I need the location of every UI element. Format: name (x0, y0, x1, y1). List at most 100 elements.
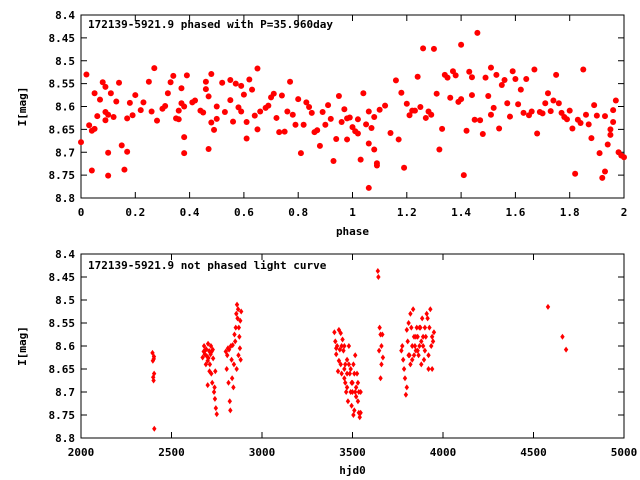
unphased-light-curve-panel: 8.4 8.45 8.5 8.55 8.6 8.65 8.7 8.75 8.8 2000 2500… (16, 248, 637, 477)
data-point (333, 338, 338, 345)
data-point (422, 347, 428, 354)
data-point (227, 97, 234, 104)
data-point (414, 324, 419, 331)
data-point (91, 125, 98, 132)
data-point (596, 150, 603, 157)
data-point (152, 425, 157, 432)
data-point (417, 324, 422, 331)
data-point (164, 90, 171, 97)
data-point (254, 126, 261, 133)
data-point (339, 343, 344, 349)
data-point (209, 348, 214, 355)
data-point (344, 136, 351, 143)
data-point (335, 368, 341, 375)
x-tick-label: 1.6 (505, 206, 525, 219)
data-point (501, 76, 508, 83)
data-point (213, 368, 218, 375)
data-point (429, 366, 435, 372)
data-point (226, 346, 232, 353)
data-point (151, 65, 158, 72)
data-point (398, 89, 405, 96)
data-point (231, 361, 237, 368)
data-point (466, 68, 473, 75)
data-point (591, 102, 598, 109)
data-point (420, 343, 426, 349)
data-point (601, 168, 608, 175)
data-point (137, 107, 144, 114)
data-point (319, 108, 326, 115)
data-point (399, 347, 404, 354)
data-point (400, 356, 406, 363)
data-point (458, 96, 465, 103)
data-point (553, 71, 560, 78)
data-point (107, 90, 114, 97)
data-point (212, 384, 217, 391)
y-tick-label: 8.4 (55, 9, 75, 22)
data-point (284, 108, 291, 115)
x-tick-label: 3000 (249, 446, 276, 459)
data-point (238, 82, 245, 89)
data-point (231, 384, 236, 391)
data-point (342, 366, 347, 372)
data-point (452, 72, 459, 79)
data-point (411, 107, 418, 114)
data-point (230, 342, 235, 349)
data-point (233, 338, 238, 345)
data-point (344, 384, 350, 391)
data-point (332, 329, 337, 336)
x-tick-label: 4500 (520, 446, 547, 459)
data-point (102, 83, 109, 90)
data-point (371, 146, 378, 153)
y-tick-label: 8.8 (55, 192, 75, 205)
data-point (471, 116, 478, 123)
data-point (412, 343, 418, 349)
data-point (281, 128, 288, 135)
x-tick-label: 1.2 (397, 206, 417, 219)
data-point (468, 92, 475, 99)
data-point (460, 172, 467, 179)
data-point (129, 112, 136, 119)
data-point (235, 306, 241, 313)
data-point (203, 361, 209, 368)
data-point (181, 103, 188, 110)
data-point (221, 108, 228, 115)
data-point (183, 72, 190, 79)
data-point (214, 411, 219, 418)
data-point (292, 121, 299, 128)
data-point (547, 108, 554, 115)
data-point (509, 68, 516, 75)
data-point (425, 315, 430, 322)
data-point (580, 66, 587, 73)
data-point (377, 324, 382, 331)
data-points (78, 29, 627, 191)
data-point (517, 86, 524, 93)
data-point (148, 108, 155, 115)
data-point (167, 79, 174, 86)
data-point (376, 106, 383, 113)
data-point (356, 389, 362, 395)
data-point (474, 29, 481, 36)
data-point (175, 107, 182, 114)
data-point (306, 103, 313, 110)
data-point (181, 150, 188, 157)
data-point (353, 389, 358, 395)
data-point (417, 103, 424, 110)
data-point (228, 407, 233, 414)
y-axis-ticks: 8.4 8.45 8.5 8.55 8.6 8.65 8.7 8.75 8.8 (49, 248, 624, 445)
data-point (539, 110, 546, 117)
data-point (569, 125, 576, 132)
data-point (344, 370, 350, 377)
x-axis-label: hjd0 (339, 464, 366, 477)
data-point (439, 125, 446, 132)
data-point (202, 78, 209, 85)
data-point (373, 160, 380, 167)
data-point (409, 324, 414, 331)
x-tick-label: 1.4 (451, 206, 471, 219)
y-tick-label: 8.6 (55, 101, 75, 114)
data-point (429, 333, 435, 340)
data-point (336, 357, 342, 364)
data-point (205, 93, 212, 100)
data-point (431, 329, 437, 336)
